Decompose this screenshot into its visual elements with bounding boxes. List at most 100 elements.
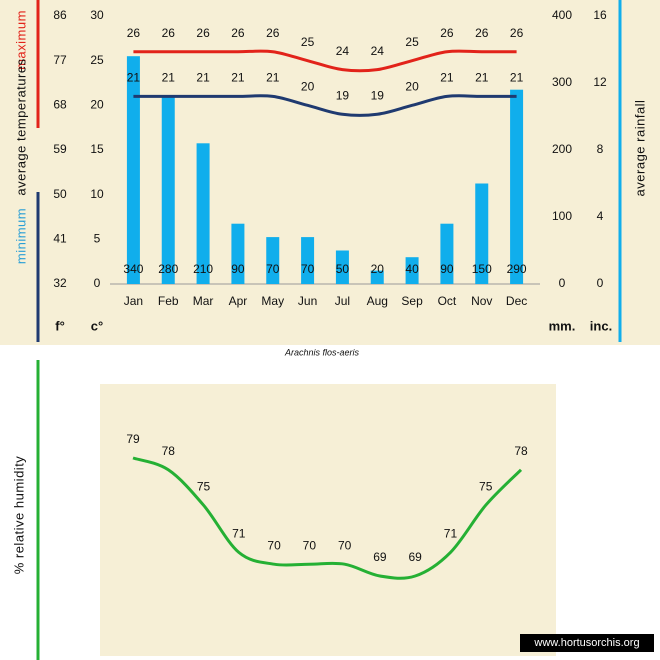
line-label: 24: [371, 44, 385, 58]
bar: [301, 237, 315, 284]
x-tick-label: Oct: [438, 294, 457, 308]
bar-label: 150: [472, 262, 492, 276]
line-label: 71: [232, 527, 246, 541]
line-label: 24: [336, 44, 350, 58]
line-label: 78: [162, 444, 176, 458]
line-label: 75: [479, 479, 493, 493]
bar: [475, 183, 489, 284]
y-tick-label: 30: [90, 8, 104, 22]
line-label: 26: [510, 26, 524, 40]
line-label: 21: [510, 71, 524, 85]
line-label: 20: [405, 80, 419, 94]
y2-tick-label: 100: [552, 209, 572, 223]
x-tick-label: Dec: [506, 294, 527, 308]
bar-label: 90: [440, 262, 454, 276]
y2-tick-label: 200: [552, 142, 572, 156]
line-label: 21: [162, 71, 176, 85]
y3-tick-label: 41: [53, 232, 67, 246]
bar: [196, 143, 210, 284]
bar-label: 40: [405, 262, 419, 276]
y2-tick-label: 0: [559, 276, 566, 290]
inc-unit: inc.: [590, 318, 612, 333]
y2-label: average rainfall: [632, 100, 647, 197]
y2-tick-label: 300: [552, 75, 572, 89]
line-label: 21: [440, 71, 454, 85]
bar-label: 50: [336, 262, 350, 276]
line: [133, 94, 517, 117]
bar: [126, 56, 140, 285]
caption: Arachnis flos-aeris: [284, 347, 360, 357]
bar-label: 280: [158, 262, 178, 276]
humidity-label: % relative humidity: [11, 456, 26, 575]
watermark-box: [520, 634, 654, 652]
line-label: 25: [301, 35, 315, 49]
line-label: 21: [231, 71, 245, 85]
y-tick-label: 15: [90, 142, 104, 156]
x-tick-label: May: [261, 294, 284, 308]
line-label: 69: [373, 550, 387, 564]
bar: [370, 270, 384, 284]
x-tick-label: Nov: [471, 294, 492, 308]
bar: [440, 223, 454, 284]
bar-label: 20: [371, 262, 385, 276]
line-label: 26: [475, 26, 489, 40]
x-tick-label: Jul: [335, 294, 350, 308]
bar: [405, 257, 419, 284]
line-label: 69: [409, 550, 423, 564]
line-label: 20: [301, 80, 315, 94]
line: [132, 456, 523, 580]
y4-tick-label: 0: [597, 276, 604, 290]
bar-label: 70: [266, 262, 280, 276]
y3-tick-label: 32: [53, 276, 67, 290]
bottom-background: [100, 384, 556, 656]
y-tick-label: 5: [94, 232, 101, 246]
top-background: [0, 0, 660, 345]
bar: [335, 250, 349, 284]
x-tick-label: Feb: [158, 294, 179, 308]
x-tick-label: Jan: [124, 294, 143, 308]
x-tick-label: Mar: [193, 294, 214, 308]
legend-maximum: maximum: [13, 10, 28, 70]
line-label: 26: [196, 26, 210, 40]
line-label: 71: [444, 527, 458, 541]
y3-tick-label: 86: [53, 8, 67, 22]
x-tick-label: Sep: [401, 294, 423, 308]
x-tick-label: Aug: [367, 294, 388, 308]
bar-label: 70: [301, 262, 315, 276]
y3-tick-label: 50: [53, 187, 67, 201]
line-label: 21: [475, 71, 489, 85]
y3-tick-label: 68: [53, 98, 67, 112]
bar-label: 340: [123, 262, 143, 276]
y-tick-label: 25: [90, 53, 104, 67]
mm-unit: mm.: [549, 318, 576, 333]
y-tick-label: 0: [94, 276, 101, 290]
y-label: average temperatures: [13, 58, 28, 195]
line-label: 26: [127, 26, 141, 40]
bar: [510, 89, 524, 284]
y4-tick-label: 8: [597, 142, 604, 156]
y-tick-label: 20: [90, 98, 104, 112]
x-tick-label: Jun: [298, 294, 317, 308]
line-label: 70: [338, 538, 352, 552]
line-label: 79: [126, 432, 140, 446]
y2-tick-label: 400: [552, 8, 572, 22]
y3-tick-label: 77: [53, 53, 67, 67]
line-label: 21: [196, 71, 210, 85]
line-label: 26: [162, 26, 176, 40]
line-label: 26: [440, 26, 454, 40]
line-label: 21: [127, 71, 141, 85]
c-unit: c°: [91, 318, 103, 333]
line-label: 75: [197, 479, 211, 493]
y-tick-label: 10: [90, 187, 104, 201]
legend-minimum: minimum: [13, 208, 28, 264]
line-label: 70: [267, 538, 281, 552]
y4-tick-label: 12: [593, 75, 607, 89]
line-label: 26: [231, 26, 245, 40]
bar: [266, 237, 280, 284]
watermark: www.hortusorchis.org: [533, 637, 639, 649]
f-unit: f°: [55, 318, 65, 333]
line-label: 70: [303, 538, 317, 552]
line-label: 19: [336, 88, 350, 102]
line-label: 25: [405, 35, 419, 49]
